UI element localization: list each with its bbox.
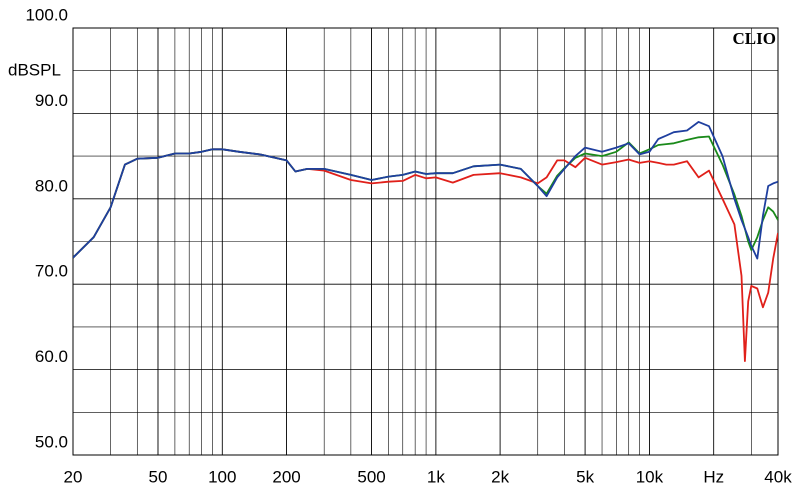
x-tick-label: 20 [64, 467, 83, 486]
y-axis-label: dBSPL [8, 60, 61, 79]
x-tick-label: 50 [149, 467, 168, 486]
x-tick-label: 40k [764, 467, 792, 486]
y-tick-label: 70.0 [35, 262, 68, 281]
chart-title: CLIO [733, 29, 776, 48]
series-line [73, 121, 778, 260]
y-tick-label: 50.0 [35, 432, 68, 451]
y-tick-label: 100.0 [25, 5, 68, 24]
y-tick-label: 80.0 [35, 176, 68, 195]
x-tick-label: 500 [357, 467, 385, 486]
y-tick-label: 90.0 [35, 91, 68, 110]
y-tick-label: 60.0 [35, 347, 68, 366]
x-tick-label: 200 [272, 467, 300, 486]
x-tick-label: 1k [427, 467, 445, 486]
x-tick-label: Hz [703, 467, 724, 486]
x-tick-label: 5k [576, 467, 594, 486]
plot-frame [72, 27, 779, 456]
x-tick-label: 100 [208, 467, 236, 486]
x-tick-label: 2k [491, 467, 509, 486]
x-tick-label: 10k [636, 467, 664, 486]
